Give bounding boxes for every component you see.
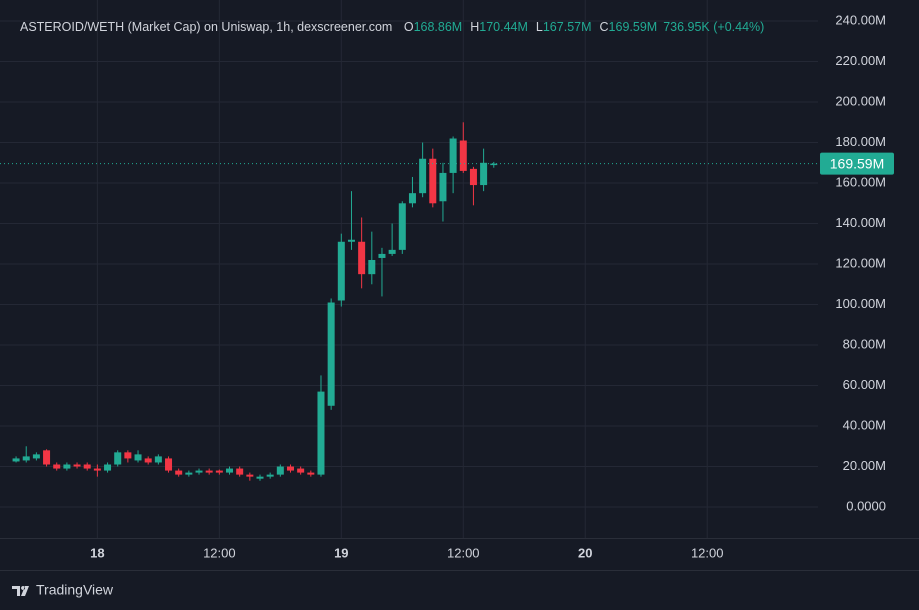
change-value: 736.95K (+0.44%): [663, 20, 764, 34]
candle-body: [307, 472, 315, 475]
grid: [0, 0, 818, 538]
brand-name: TradingView: [36, 582, 114, 598]
candle-body: [114, 452, 122, 465]
candle-body: [327, 302, 335, 406]
candle-body: [22, 456, 30, 461]
candle-body: [286, 466, 294, 471]
y-tick-label: 180.00M: [835, 134, 886, 149]
candle-body: [408, 193, 416, 204]
candle-body: [490, 163, 498, 166]
candle-body: [266, 474, 274, 477]
candle-body: [429, 158, 437, 204]
candle-body: [215, 470, 223, 473]
ohlc-value: 168.86M: [414, 20, 463, 34]
candle-body: [175, 470, 183, 475]
y-tick-label: 80.00M: [843, 336, 886, 351]
y-tick-label: 40.00M: [843, 417, 886, 432]
y-tick-label: 160.00M: [835, 174, 886, 189]
candle-body: [276, 466, 284, 475]
candle-body: [480, 162, 488, 186]
candle-body: [368, 259, 376, 275]
candle-body: [388, 249, 396, 254]
candle-body: [53, 464, 61, 469]
ohlc-key: H: [470, 20, 479, 34]
y-tick-label: 60.00M: [843, 377, 886, 392]
candle-body: [246, 474, 254, 477]
x-tick-label: 12:00: [691, 545, 724, 560]
candle-body: [347, 239, 355, 242]
candle-body: [73, 464, 81, 467]
last-price-label: 169.59M: [830, 155, 884, 171]
candle-body: [459, 140, 467, 171]
candle-body: [195, 470, 203, 473]
candle-body: [144, 458, 152, 463]
candle-body: [317, 391, 325, 475]
candle-body: [134, 454, 142, 461]
y-tick-label: 100.00M: [835, 296, 886, 311]
y-tick-label: 140.00M: [835, 215, 886, 230]
y-tick-label: 200.00M: [835, 93, 886, 108]
candle-body: [63, 464, 71, 469]
candle-body: [93, 468, 101, 471]
candle-body: [297, 468, 305, 473]
ohlc-key: C: [600, 20, 609, 34]
candle-body: [419, 158, 427, 194]
candle-body: [32, 454, 40, 459]
logo-icon: [12, 586, 29, 596]
x-tick-label: 12:00: [447, 545, 480, 560]
candle-body: [358, 241, 366, 275]
candle-body: [469, 168, 477, 186]
x-tick-label: 12:00: [203, 545, 236, 560]
candle-body: [378, 253, 386, 258]
candle-body: [124, 452, 132, 459]
candle-body: [439, 172, 447, 202]
candle-body: [256, 476, 264, 479]
candle-body: [185, 472, 193, 475]
ohlc-value: 170.44M: [479, 20, 528, 34]
candle-body: [165, 458, 173, 471]
candles: [12, 122, 498, 481]
candle-body: [154, 456, 162, 463]
candle-body: [337, 241, 345, 301]
candle-body: [205, 470, 213, 473]
candle-body: [398, 203, 406, 250]
y-tick-label: 220.00M: [835, 53, 886, 68]
ohlc-value: 169.59M: [609, 20, 658, 34]
candle-body: [236, 468, 244, 475]
x-tick-label: 19: [334, 545, 348, 560]
y-tick-label: 20.00M: [843, 458, 886, 473]
ohlc-key: O: [404, 20, 414, 34]
x-tick-label: 20: [578, 545, 592, 560]
candle-body: [83, 464, 91, 469]
legend-header: ASTEROID/WETH (Market Cap) on Uniswap, 1…: [20, 20, 764, 34]
ohlc-value: 167.57M: [543, 20, 592, 34]
y-tick-label: 120.00M: [835, 255, 886, 270]
chart-title: ASTEROID/WETH (Market Cap) on Uniswap, 1…: [20, 20, 392, 34]
candle-body: [226, 468, 234, 473]
candle-body: [449, 138, 457, 173]
brand-logo: TradingView: [12, 582, 114, 598]
ohlc-key: L: [536, 20, 543, 34]
y-tick-label: 240.00M: [835, 12, 886, 27]
candle-body: [104, 464, 112, 471]
last-price-box: [820, 152, 894, 175]
x-tick-label: 18: [90, 545, 104, 560]
y-tick-label: 0.0000: [846, 498, 886, 513]
candle-body: [43, 450, 51, 465]
candle-body: [12, 458, 20, 462]
